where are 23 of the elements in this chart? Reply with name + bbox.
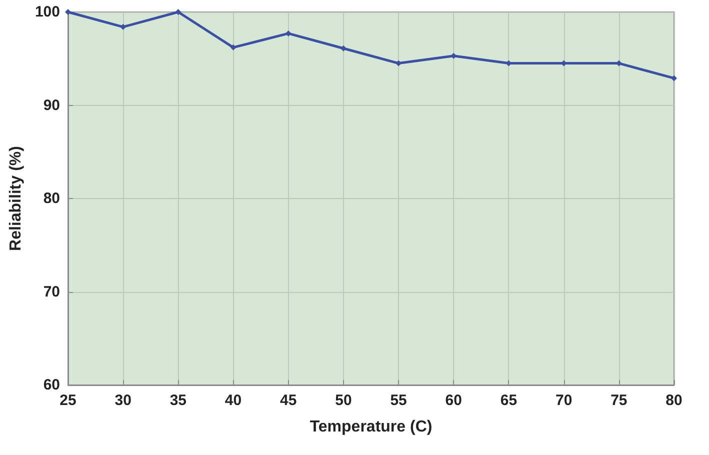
x-tick-label: 65 [500,392,518,409]
y-tick-label: 70 [43,283,60,300]
x-tick-label: 40 [224,392,242,409]
x-tick-label: 70 [555,392,572,409]
point [230,44,236,50]
y-tick-label: 80 [43,190,60,207]
x-tick-label: 30 [114,392,132,409]
y-axis-title: Reliability (%) [8,146,25,251]
point [175,9,182,15]
x-tick-label: 25 [60,392,76,409]
x-tick-label: 80 [666,392,682,409]
x-tick-label: 60 [445,392,462,409]
x-tick-label: 75 [610,392,628,409]
point [65,9,71,15]
y-tick-label: 60 [43,376,60,394]
x-tick-label: 50 [335,392,352,409]
x-axis-title: Temperature (C) [310,418,432,436]
point [671,75,677,82]
x-tick-label: 55 [390,392,407,409]
x-tick-label: 35 [170,392,187,409]
x-tick-label: 45 [280,392,297,409]
y-tick-label: 90 [43,96,60,114]
y-tick-label: 100 [34,4,60,20]
